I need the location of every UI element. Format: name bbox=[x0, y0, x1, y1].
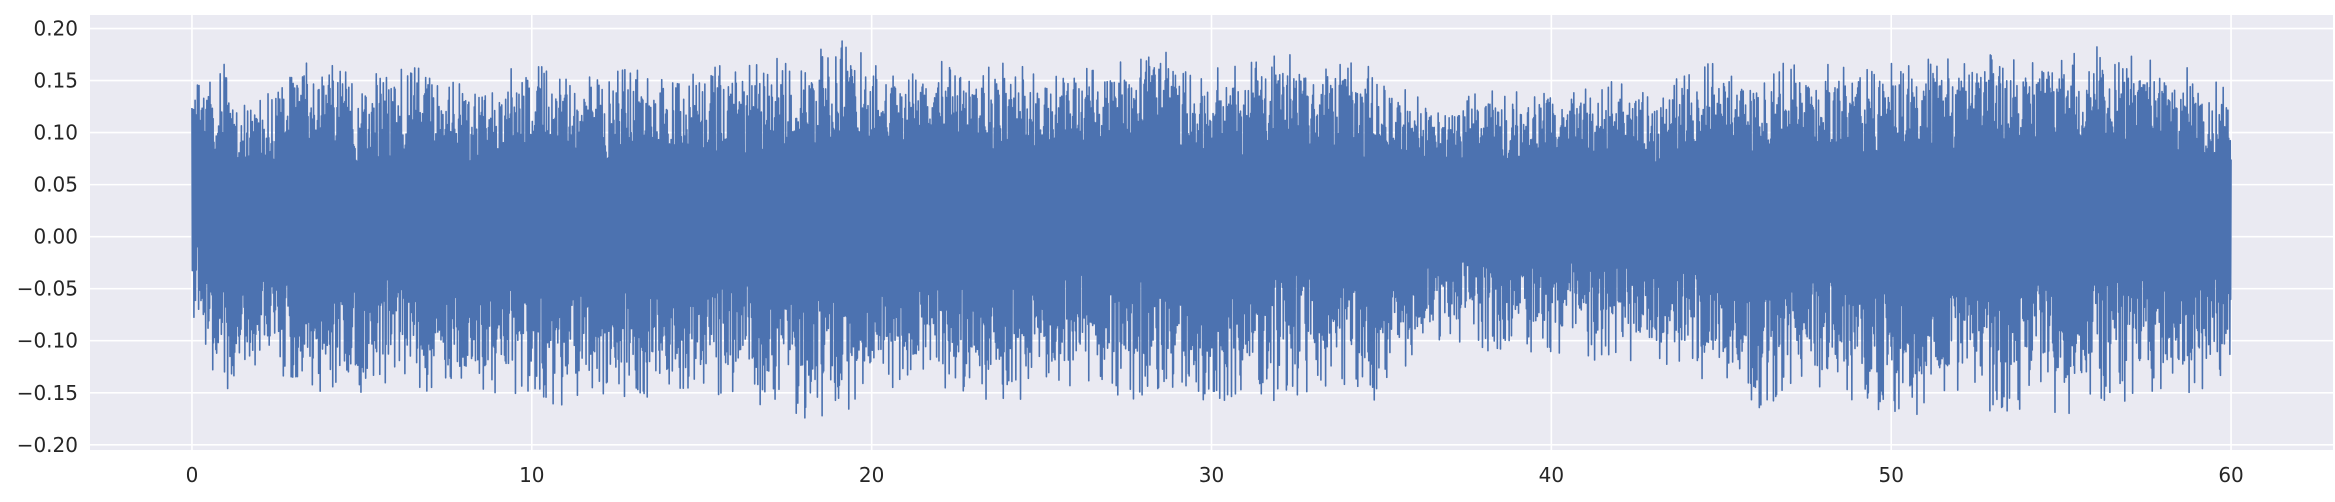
x-tick-label: 10 bbox=[519, 463, 544, 487]
x-tick-label: 0 bbox=[186, 463, 199, 487]
y-tick-label: 0.05 bbox=[33, 173, 78, 197]
y-tick-label: 0.20 bbox=[33, 17, 78, 41]
y-tick-label: −0.10 bbox=[17, 329, 78, 353]
x-tick-label: 40 bbox=[1539, 463, 1564, 487]
y-tick-label: −0.20 bbox=[17, 433, 78, 457]
y-tick-label: 0.00 bbox=[33, 225, 78, 249]
y-tick-label: 0.15 bbox=[33, 69, 78, 93]
y-tick-label: 0.10 bbox=[33, 121, 78, 145]
y-tick-label: −0.15 bbox=[17, 381, 78, 405]
x-tick-label: 50 bbox=[1878, 463, 1903, 487]
x-tick-label: 60 bbox=[2218, 463, 2243, 487]
series-line-signal bbox=[191, 40, 2232, 419]
y-tick-label: −0.05 bbox=[17, 277, 78, 301]
tick-labels: 0 10 20 30 40 50 60 −0.20 −0.15 −0.10 −0.05 0.00 0.0… bbox=[17, 17, 2244, 487]
x-tick-label: 30 bbox=[1199, 463, 1224, 487]
series-layer bbox=[191, 40, 2232, 419]
x-tick-label: 20 bbox=[859, 463, 884, 487]
